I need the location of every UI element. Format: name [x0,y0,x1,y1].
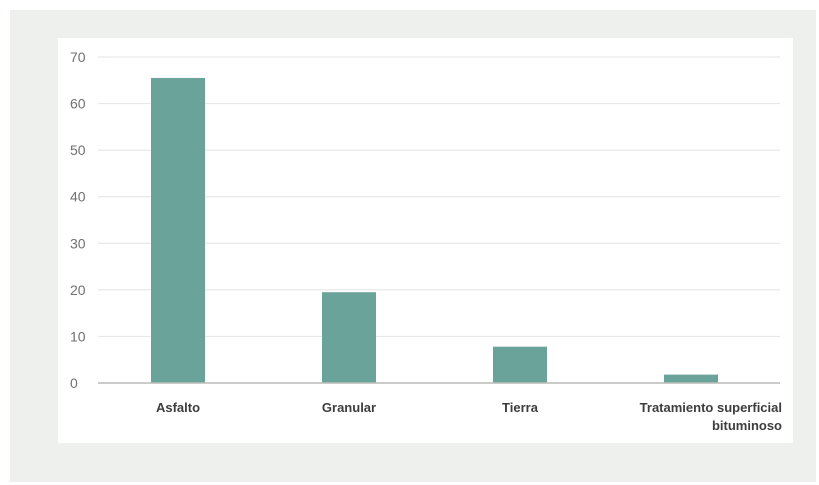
bar [664,374,718,383]
grid-lines [98,56,780,337]
x-category-label: Tratamiento superficial [640,400,782,415]
bar [322,292,376,383]
x-category-label: bituminoso [712,418,782,433]
x-category-label: Granular [322,400,376,415]
bar [151,77,205,383]
x-category-label: Asfalto [156,400,200,415]
y-tick-label: 50 [70,142,86,158]
y-tick-label: 70 [70,49,86,65]
y-tick-label: 10 [70,328,86,344]
y-tick-label: 20 [70,282,86,298]
y-tick-label: 30 [70,235,86,251]
y-tick-label: 0 [70,375,78,391]
bars [151,77,718,383]
y-tick-label: 40 [70,189,86,205]
bar [493,346,547,383]
x-category-label: Tierra [502,400,539,415]
y-tick-label: 60 [70,96,86,112]
x-axis-labels: Asfalto Granular Tierra Tratamiento superfi… [156,400,782,433]
y-axis-ticks: 0 10 20 30 40 50 60 70 [70,49,86,391]
